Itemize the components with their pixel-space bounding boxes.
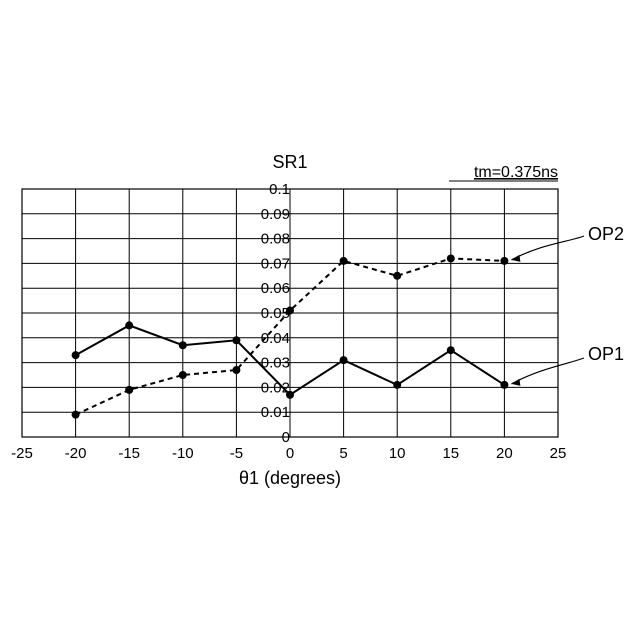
series-label-op2: OP2 — [588, 224, 624, 244]
leader-arrowhead-op2 — [511, 255, 520, 262]
data-point-op2-1 — [125, 386, 133, 394]
y-tick-label-7: 0.07 — [261, 255, 290, 272]
x-tick-label-8: 15 — [442, 445, 459, 462]
y-tick-label-1: 0.01 — [261, 404, 290, 421]
data-point-op2-6 — [393, 272, 401, 280]
data-point-op1-0 — [72, 351, 80, 359]
x-tick-label-9: 20 — [496, 445, 513, 462]
series-label-op1: OP1 — [588, 344, 624, 364]
y-tick-label-4: 0.04 — [261, 330, 290, 347]
data-point-op2-8 — [500, 257, 508, 265]
x-axis-title: θ1 (degrees) — [239, 468, 341, 488]
x-tick-label-2: -15 — [118, 445, 140, 462]
x-tick-label-6: 5 — [339, 445, 347, 462]
y-axis-title: SR1 — [272, 152, 307, 172]
data-point-op1-7 — [447, 346, 455, 354]
leader-line-op1 — [511, 358, 584, 384]
y-tick-label-10: 0.1 — [269, 181, 290, 198]
data-point-op1-6 — [393, 381, 401, 389]
y-tick-label-2: 0.02 — [261, 379, 290, 396]
x-tick-label-4: -5 — [230, 445, 243, 462]
y-tick-label-3: 0.03 — [261, 355, 290, 372]
data-point-op1-3 — [232, 336, 240, 344]
x-tick-label-10: 25 — [550, 445, 567, 462]
x-tick-label-7: 10 — [389, 445, 406, 462]
y-tick-label-5: 0.05 — [261, 305, 290, 322]
x-tick-label-3: -10 — [172, 445, 194, 462]
y-tick-label-9: 0.09 — [261, 206, 290, 223]
leader-line-op2 — [511, 236, 584, 260]
data-point-op2-7 — [447, 254, 455, 262]
y-tick-label-0: 0 — [282, 429, 290, 446]
data-point-op1-2 — [179, 341, 187, 349]
y-tick-label-6: 0.06 — [261, 280, 290, 297]
data-point-op1-8 — [500, 381, 508, 389]
x-tick-label-5: 0 — [286, 445, 294, 462]
data-point-op2-5 — [340, 257, 348, 265]
tick-labels: -25 -20 -15 -10 -5 0 5 10 15 20 25 0 0.01 0.02 0.03 0.0… — [11, 181, 566, 462]
x-tick-label-0: -25 — [11, 445, 33, 462]
leader-arrowhead-op1 — [511, 379, 520, 386]
data-point-op2-3 — [232, 366, 240, 374]
time-annotation: tm=0.375ns — [474, 164, 558, 181]
data-point-op2-2 — [179, 371, 187, 379]
y-tick-label-8: 0.08 — [261, 231, 290, 248]
series-labels: OP1 OP2 — [511, 224, 624, 386]
data-point-op1-5 — [340, 356, 348, 364]
data-point-op2-0 — [72, 411, 80, 419]
x-tick-label-1: -20 — [65, 445, 87, 462]
data-point-op1-1 — [125, 321, 133, 329]
